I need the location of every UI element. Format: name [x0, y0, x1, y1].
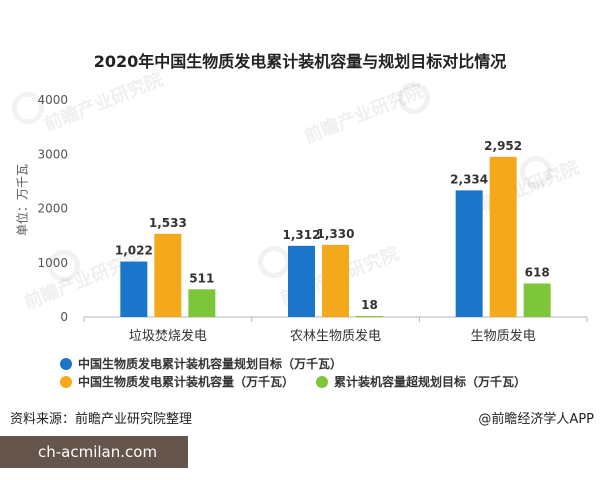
- data-label: 511: [189, 271, 214, 285]
- category-label: 生物质发电: [471, 328, 536, 344]
- y-tick-label: 2000: [37, 202, 68, 216]
- legend-swatch-orange: [60, 376, 72, 388]
- category-label: 垃圾焚烧发电: [129, 328, 207, 344]
- data-label: 618: [525, 265, 550, 279]
- bar-series-3-category-2: [356, 316, 383, 317]
- site-overlay: ch-acmilan.com: [0, 436, 188, 468]
- bar-series-2-category-2: [322, 244, 349, 317]
- bar-series-2-category-3: [489, 156, 517, 317]
- data-label: 1,330: [317, 227, 355, 241]
- data-label: 1,312: [283, 228, 321, 242]
- chart-title: 2020年中国生物质发电累计装机容量与规划目标对比情况: [93, 52, 507, 71]
- y-tick-label: 1000: [37, 256, 68, 270]
- y-tick-label: 4000: [37, 93, 68, 107]
- bar-series-2-category-1: [154, 233, 182, 317]
- bar-chart: 0 1000 2000 3000 4000 垃圾焚烧发电 1,022 1,533 511 农林生物…: [37, 93, 588, 344]
- bar-series-1-category-1: [120, 261, 148, 317]
- site-overlay-text: ch-acmilan.com: [38, 443, 158, 461]
- bar-series-1-category-3: [455, 190, 483, 317]
- bar-series-3-category-1: [188, 289, 216, 317]
- legend-swatch-blue: [60, 358, 72, 370]
- legend-item-planned-target: 中国生物质发电累计装机容量规划目标（万千瓦）: [60, 357, 342, 371]
- bar-series-1-category-2: [288, 245, 315, 317]
- data-label: 1,022: [115, 244, 153, 258]
- data-label: 2,334: [450, 172, 488, 186]
- credit-note: @前瞻经济学人APP: [478, 412, 594, 427]
- category-label: 农林生物质发电: [290, 328, 381, 344]
- data-label: 18: [361, 298, 378, 312]
- y-tick-label: 0: [60, 310, 68, 324]
- y-tick-label: 3000: [37, 147, 68, 161]
- legend-item-installed-capacity: 中国生物质发电累计装机容量（万千瓦）: [60, 375, 294, 389]
- source-note: 资料来源：前瞻产业研究院整理: [10, 412, 193, 427]
- legend-label: 累计装机容量超规划目标（万千瓦）: [334, 375, 527, 389]
- data-label: 2,952: [484, 139, 522, 153]
- legend-label: 中国生物质发电累计装机容量规划目标（万千瓦）: [78, 357, 343, 371]
- bar-series-3-category-3: [523, 283, 551, 317]
- data-label: 1,533: [149, 216, 187, 230]
- legend-label: 中国生物质发电累计装机容量（万千瓦）: [78, 375, 295, 389]
- legend-swatch-green: [316, 376, 328, 388]
- legend-item-excess-over-target: 累计装机容量超规划目标（万千瓦）: [316, 375, 526, 389]
